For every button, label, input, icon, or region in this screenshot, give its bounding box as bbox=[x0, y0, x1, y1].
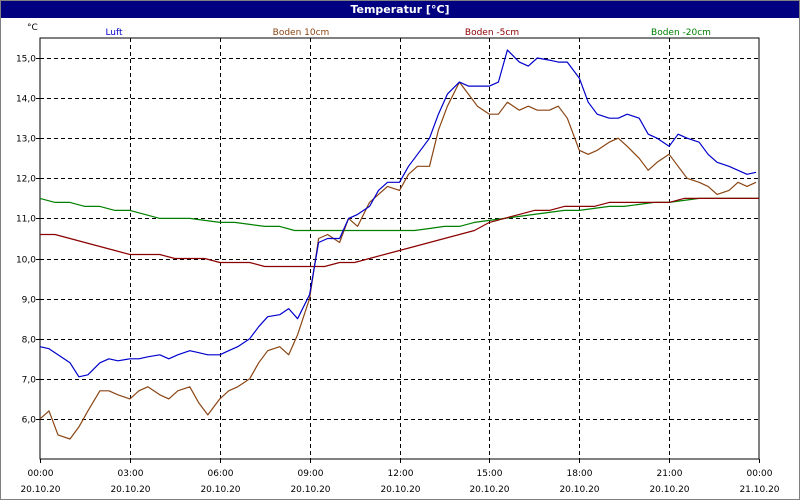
x-tick-time: 12:00 bbox=[388, 469, 414, 479]
x-tick-date: 20.10.20 bbox=[469, 485, 509, 495]
y-tick-label: 8,0 bbox=[22, 336, 37, 346]
y-tick-label: 15,0 bbox=[16, 55, 36, 65]
legend-entry-boden-5cm: Boden -5cm bbox=[465, 28, 519, 38]
series-line-boden-5cm bbox=[40, 197, 759, 268]
y-tick-label: 9,0 bbox=[22, 296, 37, 306]
series-line-luft bbox=[39, 49, 757, 378]
x-tick-time: 03:00 bbox=[118, 469, 144, 479]
x-tick-date: 20.10.20 bbox=[380, 485, 420, 495]
window-title: Temperatur [°C] bbox=[1, 1, 799, 18]
x-tick-time: 21:00 bbox=[657, 469, 683, 479]
series-line-boden-10cm bbox=[39, 81, 757, 440]
y-tick-label: 11,0 bbox=[16, 215, 36, 225]
x-tick-time: 06:00 bbox=[208, 469, 234, 479]
x-tick-date: 20.10.20 bbox=[649, 485, 689, 495]
x-tick-date: 20.10.20 bbox=[20, 485, 60, 495]
x-tick-date: 20.10.20 bbox=[290, 485, 330, 495]
y-tick-label: 6,0 bbox=[22, 416, 37, 426]
y-tick-label: 10,0 bbox=[16, 256, 36, 266]
y-tick-label: 7,0 bbox=[22, 376, 37, 386]
y-axis-label: °C bbox=[27, 23, 38, 33]
x-tick-time: 18:00 bbox=[567, 469, 593, 479]
x-tick-date: 20.10.20 bbox=[110, 485, 150, 495]
x-tick-date: 20.10.20 bbox=[559, 485, 599, 495]
x-tick-time: 15:00 bbox=[477, 469, 503, 479]
y-tick-label: 13,0 bbox=[16, 135, 36, 145]
temperature-chart: 15,0 14,0 13,0 12,0 11,0 10,0 9,0 8,0 7,0 6,0 °C 00… bbox=[16, 23, 780, 495]
y-tick-label: 14,0 bbox=[16, 95, 36, 105]
x-tick-date: 21.10.20 bbox=[739, 485, 779, 495]
x-tick-time: 00:00 bbox=[28, 469, 54, 479]
y-tick-label: 12,0 bbox=[16, 175, 36, 185]
plot-frame bbox=[39, 37, 760, 460]
series-line-boden-20cm bbox=[39, 197, 759, 232]
legend-entry-boden-20cm: Boden -20cm bbox=[651, 28, 711, 38]
x-tick-date: 20.10.20 bbox=[200, 485, 240, 495]
x-tick-time: 00:00 bbox=[747, 469, 773, 479]
x-tick-time: 09:00 bbox=[298, 469, 324, 479]
legend-entry-luft: Luft bbox=[105, 28, 123, 38]
legend-entry-boden-10cm: Boden 10cm bbox=[273, 28, 330, 38]
